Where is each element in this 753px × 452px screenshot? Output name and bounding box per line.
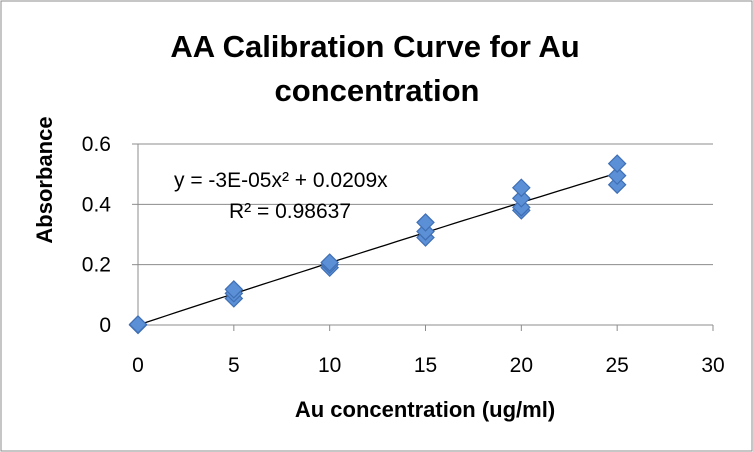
x-tick-labels: 0 5 10 15 20 25 30: [132, 354, 725, 377]
y-tick-label-1: 0.2: [82, 254, 111, 277]
x-tick-label-5: 25: [605, 354, 628, 377]
x-tick-label-0: 0: [132, 354, 144, 377]
x-tick-label-1: 5: [228, 354, 240, 377]
x-tick-label-3: 15: [414, 354, 437, 377]
data-point-14: [511, 178, 531, 198]
data-point-13: [511, 188, 531, 208]
data-points: [128, 154, 627, 335]
data-point-4: [224, 280, 244, 299]
trendline-r-squared: R² = 0.98637: [229, 200, 351, 223]
x-tick-label-4: 20: [510, 354, 533, 377]
y-axis-title: Absorbance: [32, 116, 57, 243]
data-point-16: [607, 166, 627, 186]
x-axis-title: Au concentration (ug/ml): [295, 397, 555, 422]
data-point-7: [320, 253, 340, 272]
trendline: [137, 172, 618, 326]
chart-title-line-1: AA Calibration Curve for Au: [170, 29, 579, 64]
chart-title-line-2: concentration: [275, 73, 480, 108]
trendline-layer: [137, 172, 618, 326]
x-tick-label-2: 10: [318, 354, 341, 377]
y-tick-label-2: 0.4: [82, 193, 112, 216]
y-tick-label-0: 0: [99, 314, 111, 337]
data-point-17: [607, 154, 627, 173]
data-point-10: [416, 213, 435, 232]
trendline-equation: y = -3E-05x² + 0.0209x: [174, 169, 388, 192]
y-tick-label-3: 0.6: [82, 133, 111, 156]
y-tick-labels: 0 0.2 0.4 0.6: [82, 133, 112, 337]
x-tick-label-6: 30: [701, 354, 724, 377]
gridlines: [138, 143, 713, 266]
data-point-1: [128, 315, 148, 334]
